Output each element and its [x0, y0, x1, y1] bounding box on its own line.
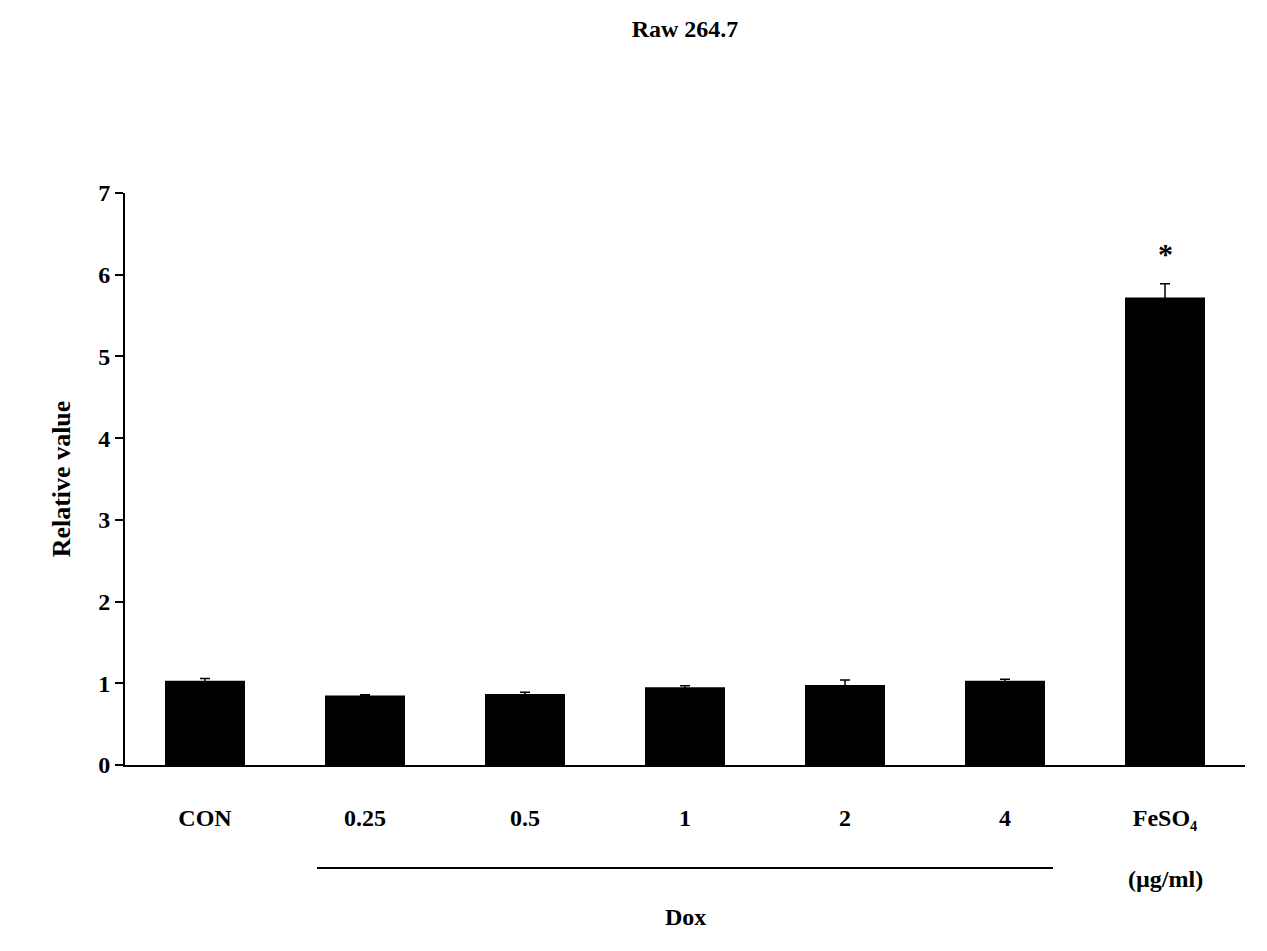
svg-text:0.5: 0.5 — [510, 805, 540, 831]
svg-text:*: * — [1158, 237, 1173, 270]
svg-text:5: 5 — [98, 344, 110, 370]
svg-text:Dox: Dox — [665, 904, 706, 930]
svg-text:1: 1 — [98, 671, 110, 697]
svg-text:7: 7 — [98, 180, 110, 206]
svg-text:3: 3 — [98, 507, 110, 533]
svg-text:4: 4 — [999, 805, 1011, 831]
svg-text:Raw 264.7: Raw 264.7 — [632, 16, 739, 42]
svg-text:Relative value: Relative value — [47, 401, 76, 558]
svg-text:2: 2 — [98, 589, 110, 615]
svg-text:0.25: 0.25 — [344, 805, 386, 831]
svg-text:6: 6 — [98, 262, 110, 288]
svg-text:4: 4 — [98, 426, 110, 452]
svg-text:2: 2 — [839, 805, 851, 831]
svg-text:0: 0 — [98, 752, 110, 778]
svg-text:1: 1 — [679, 805, 691, 831]
svg-text:CON: CON — [178, 805, 232, 831]
svg-text:FeSO₄: FeSO₄ — [1133, 805, 1198, 831]
svg-text:(µg/ml): (µg/ml) — [1128, 866, 1203, 892]
